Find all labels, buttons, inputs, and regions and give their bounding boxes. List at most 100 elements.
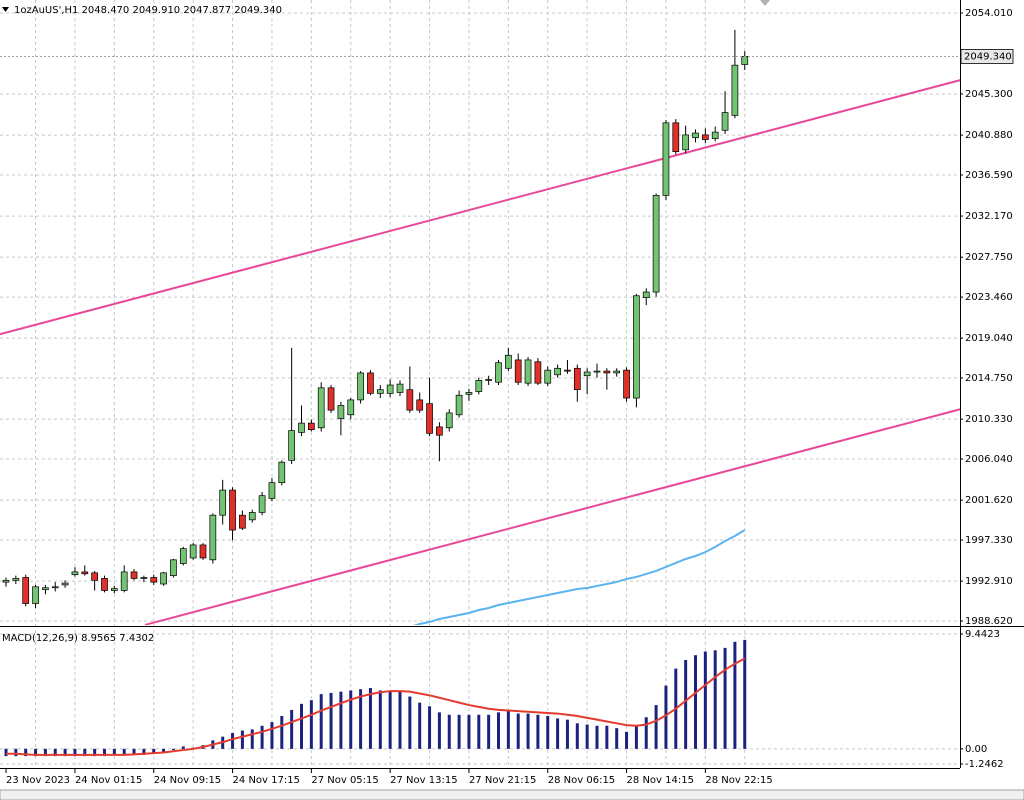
macd-bar [684,660,688,749]
x-tick-label: 28 Nov 06:15 [548,775,615,786]
candle-body [741,56,749,65]
macd-bar [112,748,116,755]
macd-bar [388,691,392,749]
x-tick-label: 23 Nov 2023 [6,775,70,786]
price-pane [0,29,960,625]
candle-body [268,482,276,499]
macd-bar [634,725,638,749]
macd-bar [536,714,540,749]
x-tick-label: 28 Nov 14:15 [627,775,694,786]
macd-bar [83,748,87,757]
candle-body [534,361,542,384]
macd-bar [477,714,481,749]
candle-body [672,122,680,152]
y-tick-label: 2054.010 [965,8,1013,19]
macd-bar [24,748,28,757]
macd-bar [43,748,47,757]
candle-body [288,430,295,461]
macd-bar [625,731,629,749]
y-tick-label: 2019.040 [965,333,1013,344]
candle-body [239,514,246,529]
macd-bar [93,748,97,757]
y-tick-label: 0.00 [965,744,987,755]
candle-body [337,405,345,419]
candle-body [110,588,118,591]
candle-body [701,134,709,140]
candle-body [150,577,158,583]
menu-arrow[interactable] [2,7,9,12]
candle-body [524,359,532,384]
candle-body [564,369,571,372]
macd-bar [250,729,254,749]
macd-bar [437,712,441,749]
candle-body [2,579,10,583]
candle-body [219,489,227,516]
candle-body [199,544,207,559]
macd-bar [418,702,422,749]
macd-pane [4,639,747,757]
candle-body [42,587,49,590]
candle-body [396,383,404,393]
macd-bar [408,696,412,749]
candle-body [367,372,374,394]
x-tick-label: 27 Nov 13:15 [390,775,457,786]
macd-bar [103,748,106,757]
shift-marker[interactable] [760,0,770,6]
candle-body [327,387,335,411]
candle-body [278,461,286,484]
macd-bar [457,714,461,749]
y-tick-label: 2001.620 [965,495,1013,506]
candle-body [130,571,138,579]
macd-bar [231,733,235,749]
candle-body [505,354,512,369]
candle-body [317,387,325,429]
macd-bar [615,728,619,749]
macd-bar [703,651,707,749]
x-tick-label: 27 Nov 05:15 [311,775,378,786]
candle-body [623,369,630,399]
macd-bar [300,703,303,749]
macd-bar [142,748,146,755]
macd-bar [34,748,38,757]
candle-body [248,512,256,521]
candle-body [229,489,236,531]
candle-body [258,495,266,513]
candle-body [642,291,650,298]
macd-bar [605,725,609,749]
candle-body [514,359,522,383]
candle-body [583,371,591,377]
macd-bar [280,716,284,749]
macd-title: MACD(12,26,9) 8.9565 7.4302 [2,633,154,644]
y-tick-label: 2036.590 [965,170,1013,181]
macd-bar [152,748,156,754]
macd-bar [270,722,274,749]
candle-body [721,112,729,131]
macd-bar [171,748,175,751]
candle-body [170,559,177,576]
candle-body [682,134,690,151]
candle-body [416,399,424,411]
macd-bar [497,712,500,749]
candle-body [455,394,463,416]
candle-body [386,384,394,394]
macd-bar [53,748,57,757]
candle-body [406,389,414,411]
candle-body [81,571,89,575]
macd-bar [713,650,717,749]
macd-bar [644,717,648,749]
candle-body [71,571,79,576]
last-price-label: 2049.340 [964,51,1012,62]
macd-bar [723,647,727,749]
macd-bar [575,723,579,749]
candle-body [91,572,99,581]
candle-body [662,122,670,196]
y-tick-label: 1992.910 [965,576,1013,587]
x-tick-label: 24 Nov 01:15 [75,775,142,786]
macd-bar [309,700,313,749]
macd-bar [516,713,520,749]
y-tick-label: 2006.040 [965,454,1013,465]
macd-bar [526,713,530,749]
candle-body [120,571,128,591]
